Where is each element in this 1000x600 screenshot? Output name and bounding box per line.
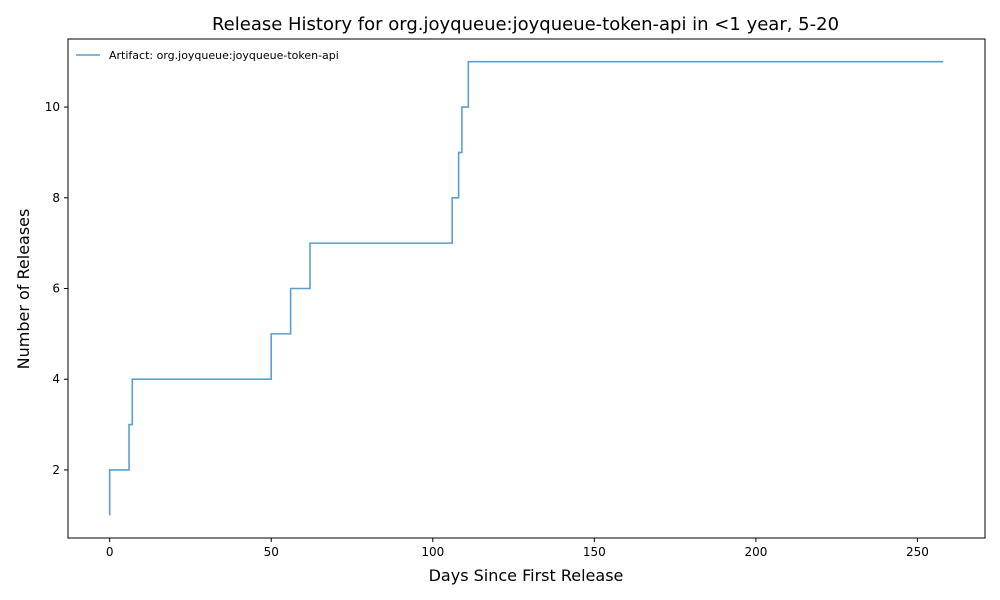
x-tick-label: 50: [264, 545, 279, 559]
y-tick-label: 10: [45, 100, 60, 114]
x-tick-label: 200: [744, 545, 767, 559]
plot-frame: [67, 38, 986, 539]
x-axis-ticks: 0 50 100 150 200 250: [106, 538, 929, 559]
plot-area: [108, 60, 944, 516]
y-axis-label: Number of Releases: [14, 209, 33, 370]
y-tick-label: 8: [52, 191, 60, 205]
x-tick-label: 0: [106, 545, 114, 559]
x-tick-label: 150: [583, 545, 606, 559]
x-tick-label: 100: [421, 545, 444, 559]
y-axis-ticks: 2 4 6 8 10: [45, 100, 68, 477]
series-line: [108, 60, 944, 516]
chart-title: Release History for org.joyqueue:joyqueu…: [212, 14, 839, 35]
y-tick-label: 4: [52, 372, 60, 386]
legend: Artifact: org.joyqueue:joyqueue-token-ap…: [76, 49, 339, 62]
x-tick-label: 250: [906, 545, 929, 559]
legend-label: Artifact: org.joyqueue:joyqueue-token-ap…: [109, 49, 339, 62]
y-tick-label: 6: [52, 282, 60, 296]
y-tick-label: 2: [52, 463, 60, 477]
x-axis-label: Days Since First Release: [429, 566, 624, 585]
